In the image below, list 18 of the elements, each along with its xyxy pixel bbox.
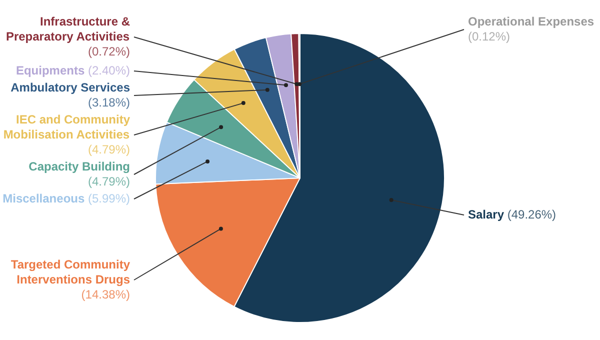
- data-label: (4.79%): [88, 174, 130, 188]
- slice-label: Miscellaneous: [2, 191, 85, 206]
- slice-label: IEC and Community Mobilisation Activities: [3, 112, 130, 142]
- slice-label: Infrastructure & Preparatory Activities: [6, 14, 130, 44]
- slice-label: Capacity Building: [28, 159, 130, 174]
- slice-label: Equipments: [16, 63, 85, 78]
- data-label: (4.79%): [88, 142, 130, 156]
- slice-label: Operational Expenses: [468, 14, 594, 28]
- data-label: (0.72%): [88, 44, 130, 58]
- data-label: (49.26%): [504, 207, 556, 222]
- slice-label: Targeted Community Interventions Drugs: [10, 257, 130, 286]
- data-label: (2.40%): [84, 63, 130, 78]
- data-label: (5.99%): [84, 191, 130, 206]
- slice-label: Salary: [468, 207, 504, 222]
- slice-label: Ambulatory Services: [10, 80, 130, 94]
- data-label: (3.18%): [88, 95, 130, 110]
- data-label: (0.12%): [468, 29, 510, 44]
- data-label: (14.38%): [81, 287, 130, 302]
